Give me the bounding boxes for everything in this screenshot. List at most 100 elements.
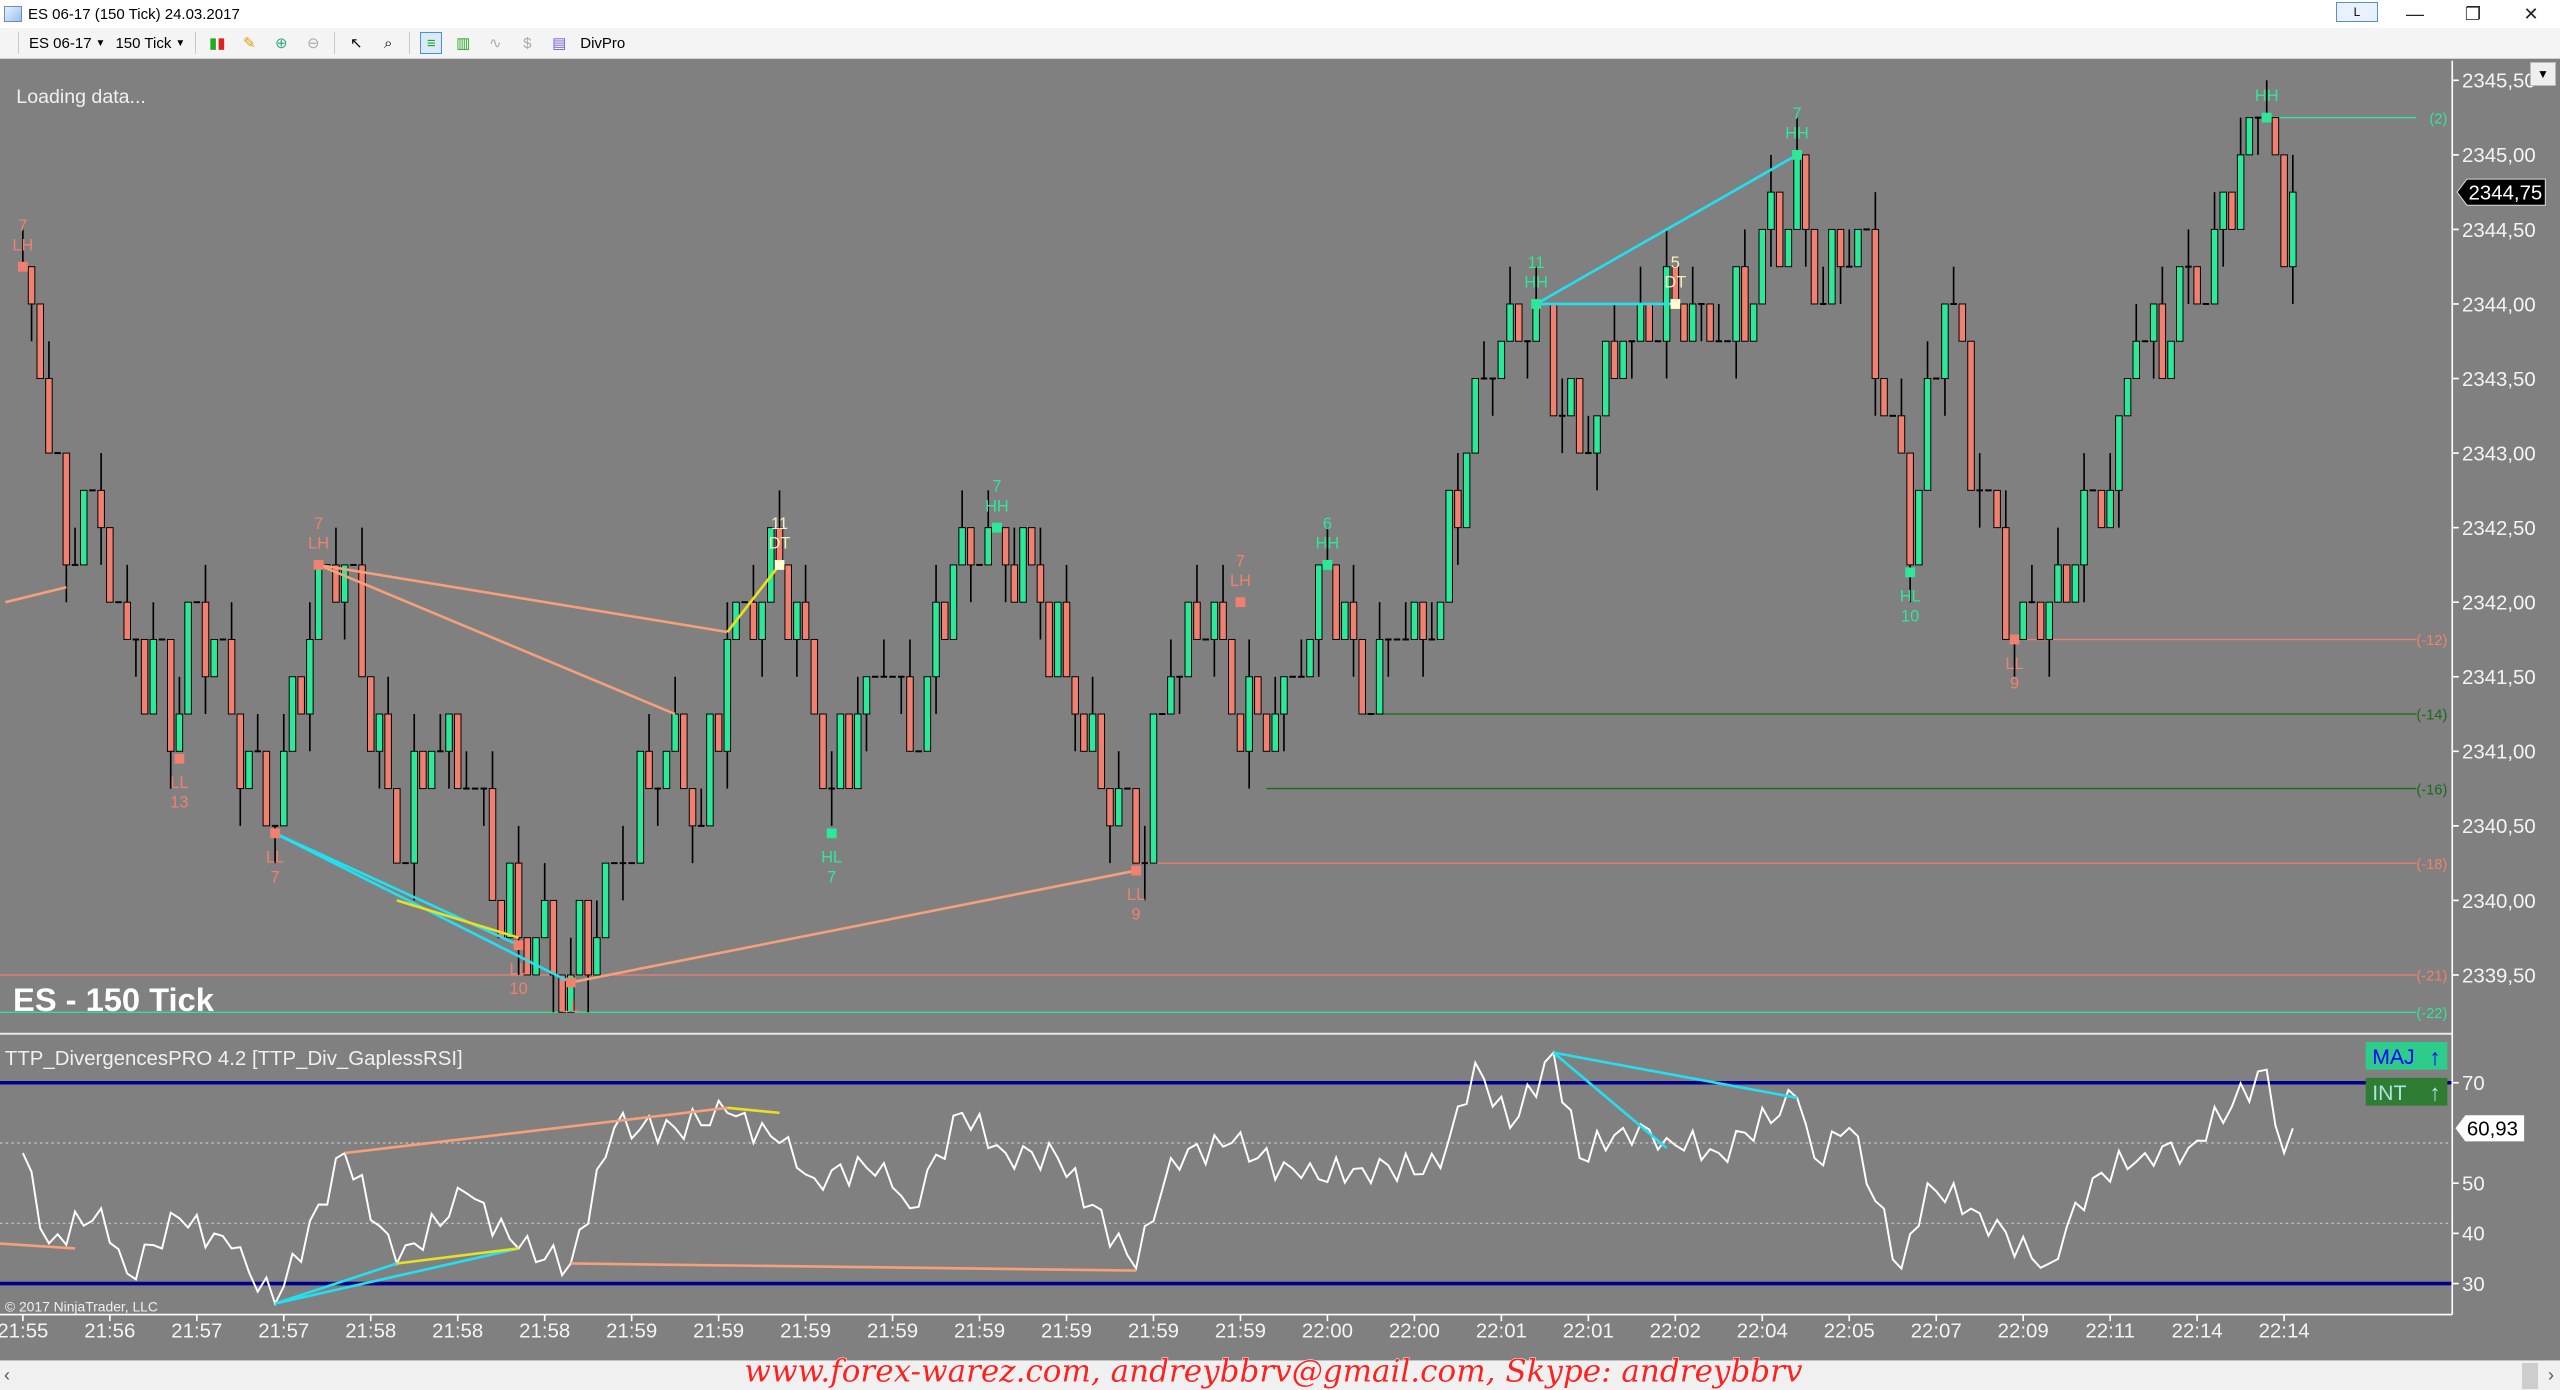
candle-down xyxy=(645,750,653,790)
swing-label: 7 xyxy=(1793,105,1802,123)
chart-trader-icon[interactable]: ≡ xyxy=(420,32,443,54)
swing-marker xyxy=(1531,299,1542,309)
zoom-in-icon[interactable]: ⊕ xyxy=(274,35,288,52)
arrow-up-icon: ↑ xyxy=(2429,1044,2440,1070)
candle-up xyxy=(2245,117,2254,156)
axes[interactable]: (2) (-12) (-14) (-16) (-18) (-21) (-22) 2345,50… xyxy=(0,71,2546,1343)
candle-down xyxy=(1219,601,1227,640)
rsi-value-label: 60,93 xyxy=(2467,1119,2518,1141)
swing-label: LL xyxy=(170,774,188,792)
minimize-icon[interactable]: — xyxy=(2406,3,2424,24)
candle-down xyxy=(1332,564,1340,640)
instrument-label: ES 06-17 xyxy=(29,34,92,52)
candle-up xyxy=(767,527,775,603)
pencil-draw-icon[interactable]: ✎ xyxy=(242,35,256,52)
scroll-left-icon[interactable]: ‹ xyxy=(4,1365,10,1385)
chart-menu-dropdown[interactable]: ▼ xyxy=(2530,62,2556,86)
candle-up xyxy=(280,750,288,827)
candle-up xyxy=(1410,601,1419,640)
candle-down xyxy=(2097,489,2106,529)
candle-down xyxy=(227,638,236,715)
candle-up xyxy=(671,713,679,752)
candle-up xyxy=(636,750,645,864)
time-tick-label: 22:01 xyxy=(1476,1320,1527,1342)
indicators-icon[interactable]: ▥ xyxy=(456,35,471,52)
magnifier-icon[interactable]: ⌕ xyxy=(384,34,393,52)
candle-down xyxy=(1880,378,1888,417)
candle-up xyxy=(1506,303,1514,342)
candle-up xyxy=(723,638,732,752)
candle-up xyxy=(1019,527,1027,603)
dollar-icon[interactable]: $ xyxy=(523,34,532,52)
candle-up xyxy=(1915,489,1923,566)
candle-up xyxy=(2219,191,2227,230)
strategies-icon[interactable]: ∿ xyxy=(488,35,502,52)
layout-button[interactable]: L xyxy=(2336,2,2378,22)
interval-selector[interactable]: 150 Tick ▼ xyxy=(115,35,185,52)
candle-down xyxy=(1358,638,1366,715)
time-tick-label: 21:56 xyxy=(84,1320,135,1342)
rsi-tick-label: 40 xyxy=(2462,1224,2485,1246)
price-tick-label: 2341,00 xyxy=(2462,742,2536,764)
swing-marker xyxy=(270,828,280,839)
candle-up xyxy=(1462,452,1471,529)
swing-label: LL xyxy=(266,849,284,867)
swing-label: 13 xyxy=(170,794,188,812)
candle-down xyxy=(514,862,523,939)
candle-down xyxy=(1802,154,1810,230)
close-icon[interactable]: ✕ xyxy=(2523,3,2539,24)
candle-down xyxy=(2158,303,2167,380)
divergence-line xyxy=(726,564,781,633)
candle-down xyxy=(1080,713,1088,752)
price-tick-label: 2342,50 xyxy=(2462,518,2536,540)
price-tick-label: 2341,50 xyxy=(2462,667,2536,689)
swing-marker xyxy=(17,261,28,272)
toolbar-divider xyxy=(195,32,197,54)
indicator-title: TTP_DivergencesPRO 4.2 [TTP_Div_GaplessR… xyxy=(5,1048,463,1070)
candle-up xyxy=(1314,564,1323,640)
restore-icon[interactable]: ❐ xyxy=(2464,3,2482,24)
swing-label: HH xyxy=(985,497,1009,515)
candle-down xyxy=(453,713,462,790)
swing-label: 7 xyxy=(1236,552,1245,570)
candle-up xyxy=(1149,713,1158,864)
candle-up xyxy=(1784,228,1793,268)
candle-down xyxy=(1810,228,1819,305)
swing-marker xyxy=(565,977,576,988)
chart-background xyxy=(0,59,2560,1361)
candle-down xyxy=(1775,191,1784,268)
time-tick-label: 22:02 xyxy=(1650,1320,1701,1342)
zoom-out-icon[interactable]: ⊖ xyxy=(306,35,320,52)
time-tick-label: 21:59 xyxy=(1041,1320,1092,1342)
data-box-icon[interactable]: ▤ xyxy=(552,35,567,52)
candle-up xyxy=(601,862,610,939)
interval-label: 150 Tick xyxy=(115,34,172,52)
chart-style-icon[interactable]: ▮ ▮ xyxy=(208,35,226,52)
swing-marker xyxy=(2009,634,2020,645)
swing-marker xyxy=(313,560,324,570)
rsi-divergence-line xyxy=(1553,1051,1798,1100)
swing-label: 10 xyxy=(510,980,528,998)
price-tick-label: 2343,50 xyxy=(2462,369,2536,391)
swing-label: HL xyxy=(1900,588,1921,606)
divpro-button[interactable]: DivPro xyxy=(580,34,626,52)
scroll-right-icon[interactable]: › xyxy=(2548,1365,2554,1385)
candle-down xyxy=(1575,378,1584,454)
candle-up xyxy=(706,713,714,827)
candle-down xyxy=(1741,266,1749,342)
candle-up xyxy=(1619,340,1627,380)
candle-down xyxy=(1958,303,1967,342)
candle-up xyxy=(340,564,349,603)
toolbar-divider xyxy=(18,32,19,54)
pointer-icon[interactable]: ↖ xyxy=(349,35,363,52)
chart-app-icon xyxy=(4,6,22,22)
candle-up xyxy=(2167,340,2175,380)
time-tick-label: 21:59 xyxy=(1215,1320,1266,1342)
candle-up xyxy=(445,713,453,752)
instrument-selector[interactable]: ES 06-17 ▼ xyxy=(29,35,105,52)
swing-label: HH xyxy=(1524,274,1548,292)
scrollbar-thumb[interactable] xyxy=(2522,1363,2538,1389)
swing-label: LH xyxy=(12,236,33,254)
horizontal-scrollbar[interactable]: ‹ › xyxy=(0,1360,2560,1390)
